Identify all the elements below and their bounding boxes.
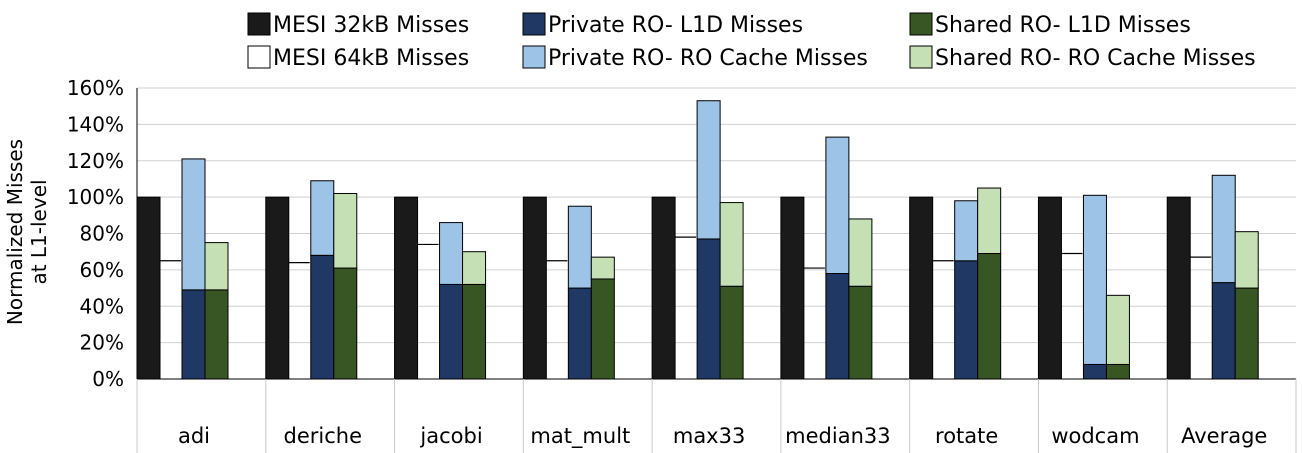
bar-private-l1d [1211, 282, 1236, 380]
bar-private-l1d [825, 273, 850, 380]
bar-mesi-32kb [780, 196, 805, 380]
y-tick-label: 120% [67, 149, 124, 173]
legend-label: Shared RO- L1D Misses [935, 13, 1191, 38]
x-tick-label: rotate [935, 424, 998, 448]
legend-label: Shared RO- RO Cache Misses [935, 46, 1256, 71]
y-axis-label-line1: Normalized Misses [3, 139, 27, 325]
bar-private-l1d [567, 287, 592, 380]
bars [136, 100, 1259, 380]
x-tick-label: Average [1181, 424, 1267, 448]
y-axis: 0% 20% 40% 60% 80% 100% 120% 140% 160% [67, 76, 138, 391]
bar-private-ro-cache [181, 158, 206, 291]
y-tick-label: 20% [80, 331, 124, 355]
legend-label: Private RO- L1D Misses [548, 13, 803, 38]
x-tick-label: jacobi [419, 424, 482, 448]
bar-shared-l1d [204, 289, 229, 380]
y-tick-label: 60% [80, 258, 124, 282]
bar-shared-ro-cache [848, 218, 873, 287]
x-tick-label: deriche [284, 424, 363, 448]
bar-shared-ro-cache [977, 187, 1002, 255]
bar-mesi-32kb [651, 196, 676, 380]
bar-mesi-32kb [136, 196, 161, 380]
y-tick-label: 140% [67, 112, 124, 136]
bar-private-l1d [1082, 363, 1107, 380]
bar-private-l1d [310, 254, 335, 380]
legend-label: Private RO- RO Cache Misses [548, 46, 868, 71]
bar-shared-ro-cache [1105, 294, 1130, 365]
y-tick-label: 160% [67, 76, 124, 100]
legend-swatch [522, 45, 546, 69]
bar-shared-ro-cache [719, 202, 744, 287]
bar-private-ro-cache [310, 180, 335, 256]
bar-private-l1d [954, 260, 979, 380]
legend-swatch [247, 12, 271, 36]
legend-label: MESI 32kB Misses [273, 13, 469, 38]
bar-private-ro-cache [696, 100, 721, 240]
bar-shared-l1d [1234, 287, 1259, 380]
legend-swatch [909, 45, 933, 69]
bar-shared-l1d [1105, 363, 1130, 380]
legend-swatch [909, 12, 933, 36]
y-tick-label: 100% [67, 185, 124, 209]
bar-mesi-32kb [522, 196, 547, 380]
bar-private-ro-cache [954, 200, 979, 262]
y-tick-label: 80% [80, 222, 124, 246]
x-tick-label: mat_mult [530, 424, 630, 449]
x-tick-label: median33 [785, 424, 890, 448]
legend-swatch [522, 12, 546, 36]
x-tick-label: wodcam [1051, 424, 1139, 448]
bar-private-l1d [696, 238, 721, 380]
bar-shared-ro-cache [204, 242, 229, 291]
bar-shared-l1d [590, 278, 615, 380]
bar-mesi-32kb [1037, 196, 1062, 380]
x-tick-label: adi [178, 424, 210, 448]
bar-shared-l1d [848, 285, 873, 380]
bar-mesi-32kb [394, 196, 419, 380]
bar-mesi-32kb [909, 196, 934, 380]
bar-private-l1d [181, 289, 206, 380]
bar-private-ro-cache [439, 222, 464, 285]
bar-shared-l1d [333, 267, 358, 380]
bar-shared-ro-cache [1234, 231, 1259, 289]
bar-shared-l1d [719, 285, 744, 380]
bar-shared-ro-cache [333, 192, 358, 269]
bar-shared-ro-cache [590, 256, 615, 280]
x-axis: adi deriche jacobi mat_mult max33 median33 rot… [136, 378, 1297, 453]
bar-private-ro-cache [567, 205, 592, 289]
legend-swatch [247, 45, 271, 69]
y-tick-label: 0% [92, 367, 124, 391]
bar-private-ro-cache [825, 136, 850, 275]
bar-private-l1d [439, 283, 464, 380]
legend-label: MESI 64kB Misses [273, 46, 469, 71]
bar-shared-l1d [977, 253, 1002, 380]
bar-mesi-32kb [1166, 196, 1191, 380]
legend: MESI 32kB Misses Private RO- L1D Misses Sh… [247, 12, 1256, 71]
x-tick-label: max33 [673, 424, 745, 448]
y-tick-label: 40% [80, 294, 124, 318]
bar-private-ro-cache [1211, 174, 1236, 284]
y-axis-label-line2: at L1-level [27, 179, 51, 284]
bar-shared-ro-cache [462, 251, 487, 285]
bar-mesi-32kb [265, 196, 290, 380]
bar-private-ro-cache [1082, 194, 1107, 365]
bar-shared-l1d [462, 283, 487, 380]
